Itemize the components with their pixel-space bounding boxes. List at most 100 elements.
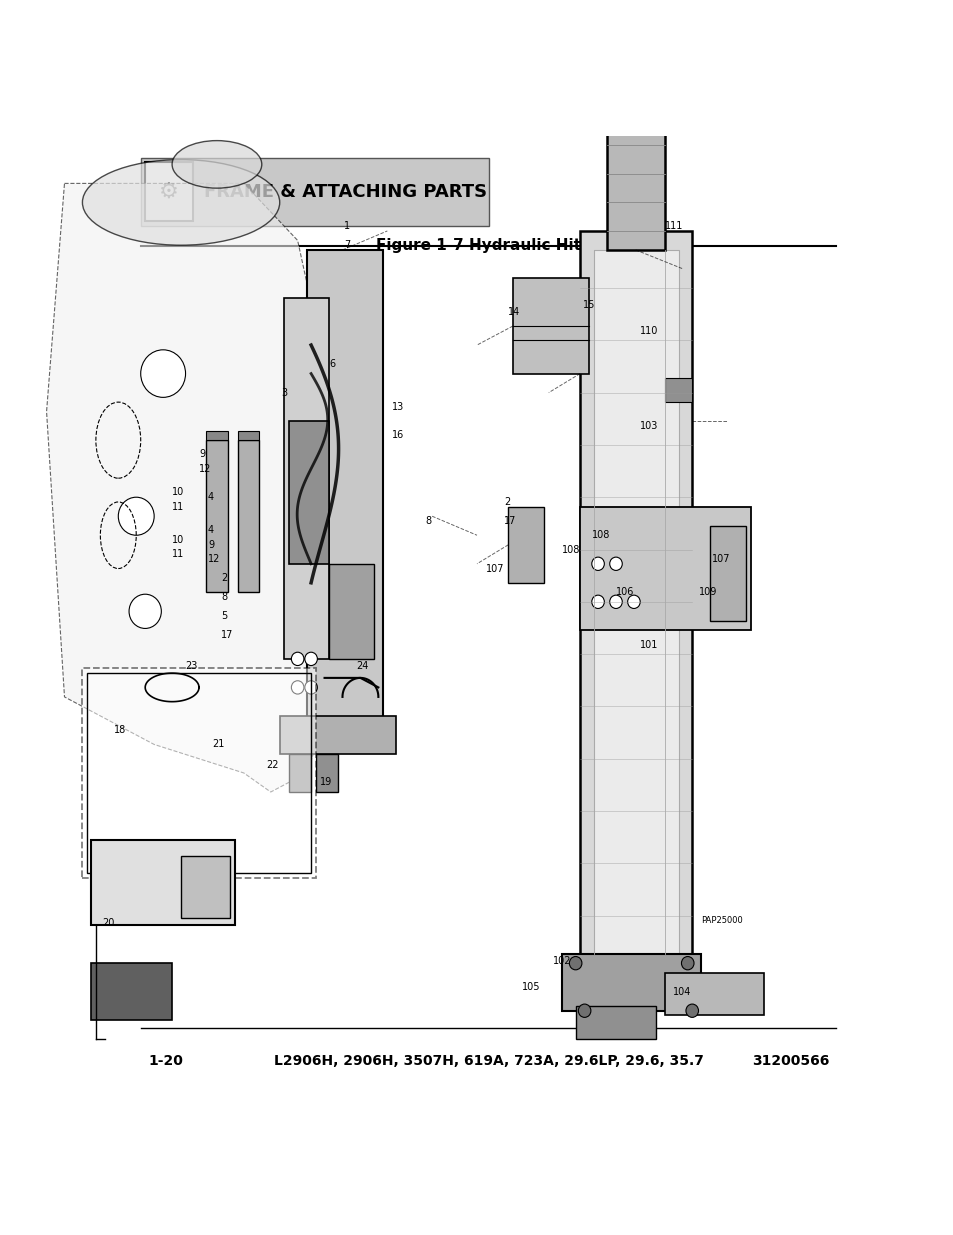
Text: 21: 21 xyxy=(213,740,225,750)
Ellipse shape xyxy=(82,159,279,246)
Bar xyxy=(279,716,395,753)
Text: L2906H, 2906H, 3507H, 619A, 723A, 29.6LP, 29.6, 35.7: L2906H, 2906H, 3507H, 619A, 723A, 29.6LP… xyxy=(274,1055,703,1068)
Circle shape xyxy=(129,594,161,629)
Text: 5: 5 xyxy=(221,611,228,621)
Bar xyxy=(237,440,259,593)
Bar xyxy=(513,278,588,373)
Bar xyxy=(87,673,311,873)
Bar xyxy=(561,953,700,1010)
Circle shape xyxy=(680,957,693,969)
Text: PAP25000: PAP25000 xyxy=(700,916,742,925)
Text: 104: 104 xyxy=(672,987,690,997)
Text: 4: 4 xyxy=(208,526,213,536)
Text: 4: 4 xyxy=(208,493,213,503)
Text: 9: 9 xyxy=(208,540,213,550)
Circle shape xyxy=(621,89,648,117)
Text: 9: 9 xyxy=(199,450,205,459)
Text: 10: 10 xyxy=(172,488,184,498)
Bar xyxy=(306,249,382,725)
Bar xyxy=(329,563,374,659)
Text: 103: 103 xyxy=(639,421,658,431)
Circle shape xyxy=(569,957,581,969)
Bar xyxy=(82,668,315,878)
Text: 24: 24 xyxy=(355,662,368,672)
Text: 23: 23 xyxy=(185,662,197,672)
Bar xyxy=(664,378,692,403)
Polygon shape xyxy=(47,183,342,792)
Bar xyxy=(606,79,664,249)
Text: 10: 10 xyxy=(172,535,184,545)
Text: 110: 110 xyxy=(639,326,658,336)
Text: 1: 1 xyxy=(344,221,350,231)
Text: 2: 2 xyxy=(221,573,228,583)
Bar xyxy=(664,973,763,1015)
Ellipse shape xyxy=(172,141,261,188)
Circle shape xyxy=(578,1004,590,1018)
Circle shape xyxy=(141,350,185,398)
Text: 12: 12 xyxy=(199,463,212,474)
Bar xyxy=(593,249,678,953)
Text: 17: 17 xyxy=(503,516,516,526)
Circle shape xyxy=(685,1004,698,1018)
Bar xyxy=(206,440,228,593)
Text: 3: 3 xyxy=(281,388,288,398)
Bar xyxy=(237,431,259,440)
Bar xyxy=(575,1007,656,1040)
Text: 2: 2 xyxy=(503,496,510,506)
Circle shape xyxy=(291,652,304,666)
Text: 108: 108 xyxy=(591,530,610,540)
Bar xyxy=(145,163,193,221)
Bar xyxy=(508,506,543,583)
Text: 8: 8 xyxy=(424,516,431,526)
Bar xyxy=(579,231,692,973)
Text: 14: 14 xyxy=(508,306,520,316)
Text: 22: 22 xyxy=(266,761,278,771)
Circle shape xyxy=(609,595,621,609)
Text: 15: 15 xyxy=(582,300,595,310)
Text: 107: 107 xyxy=(485,563,504,573)
Bar xyxy=(91,840,234,925)
Circle shape xyxy=(609,557,621,571)
Text: 105: 105 xyxy=(521,982,539,992)
Text: 6: 6 xyxy=(329,359,335,369)
Text: 102: 102 xyxy=(553,956,571,966)
Circle shape xyxy=(305,680,317,694)
Text: 8: 8 xyxy=(221,592,228,601)
Bar xyxy=(315,753,337,792)
Text: 101: 101 xyxy=(639,640,658,650)
Text: Figure 1-7 Hydraulic Hitch: Figure 1-7 Hydraulic Hitch xyxy=(376,237,600,253)
Text: 106: 106 xyxy=(616,588,634,598)
Circle shape xyxy=(627,595,639,609)
Text: 16: 16 xyxy=(392,431,404,441)
Circle shape xyxy=(305,652,317,666)
Text: ⚙: ⚙ xyxy=(158,182,178,203)
Circle shape xyxy=(591,595,603,609)
Circle shape xyxy=(591,557,603,571)
FancyBboxPatch shape xyxy=(141,158,488,226)
Bar xyxy=(181,856,230,918)
Text: 17: 17 xyxy=(221,630,233,640)
Bar xyxy=(206,431,228,440)
Text: 11: 11 xyxy=(172,501,184,511)
Text: 109: 109 xyxy=(699,588,717,598)
Bar xyxy=(289,753,311,792)
Circle shape xyxy=(118,498,154,535)
Text: 18: 18 xyxy=(113,725,126,735)
Text: 111: 111 xyxy=(664,221,683,231)
Text: 107: 107 xyxy=(711,555,730,564)
Text: 19: 19 xyxy=(319,778,332,788)
Bar xyxy=(284,298,329,659)
Text: 7: 7 xyxy=(344,241,350,251)
Text: 108: 108 xyxy=(561,545,580,555)
Text: 20: 20 xyxy=(102,919,114,929)
Bar xyxy=(579,506,750,630)
Text: 12: 12 xyxy=(208,555,220,564)
Bar xyxy=(91,963,172,1020)
Bar xyxy=(289,421,329,563)
Circle shape xyxy=(291,680,304,694)
Text: 31200566: 31200566 xyxy=(751,1055,828,1068)
Bar xyxy=(709,526,745,621)
Text: 11: 11 xyxy=(172,550,184,559)
Text: FRAME & ATTACHING PARTS: FRAME & ATTACHING PARTS xyxy=(204,183,487,201)
Text: 13: 13 xyxy=(392,401,404,411)
